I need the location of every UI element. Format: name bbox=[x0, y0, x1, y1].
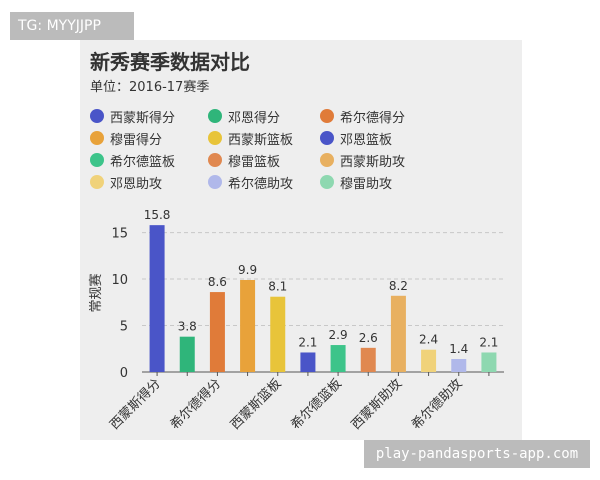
data-label: 1.4 bbox=[449, 342, 468, 356]
x-tick-label: 西蒙斯篮板 bbox=[228, 376, 285, 433]
x-tick-label: 西蒙斯助攻 bbox=[349, 376, 406, 433]
legend-swatch bbox=[208, 153, 222, 167]
legend-label: 穆雷得分 bbox=[110, 132, 163, 148]
legend-item: 西蒙斯助攻 bbox=[320, 150, 405, 170]
data-label: 3.8 bbox=[178, 320, 197, 334]
data-label: 2.6 bbox=[359, 331, 378, 345]
chart-legend: 西蒙斯得分 邓恩得分 希尔德得分穆雷得分 西蒙斯篮板 邓恩篮板希尔德篮板 穆雷篮板 西蒙斯助… bbox=[90, 106, 420, 192]
legend-label: 邓恩助攻 bbox=[110, 176, 163, 192]
legend-label: 邓恩篮板 bbox=[340, 132, 393, 148]
bar bbox=[451, 358, 467, 372]
legend-item: 穆雷助攻 bbox=[320, 172, 392, 192]
data-label: 2.1 bbox=[298, 335, 317, 349]
data-label: 2.9 bbox=[329, 328, 348, 342]
legend-swatch bbox=[208, 109, 222, 123]
y-tick-label: 0 bbox=[120, 366, 128, 381]
bar bbox=[209, 292, 225, 372]
bar bbox=[330, 345, 346, 372]
legend-label: 希尔德得分 bbox=[340, 110, 406, 126]
bar bbox=[240, 279, 256, 372]
y-tick-label: 10 bbox=[111, 273, 128, 288]
legend-label: 邓恩得分 bbox=[228, 110, 281, 126]
data-label: 8.6 bbox=[208, 275, 227, 289]
legend-item: 西蒙斯得分 bbox=[90, 106, 175, 126]
legend-label: 穆雷篮板 bbox=[228, 154, 281, 170]
watermark-top: TG: MYYJJPP bbox=[10, 12, 134, 40]
x-tick-label: 希尔德得分 bbox=[167, 376, 224, 433]
chart-subtitle: 单位：2016-17赛季 bbox=[90, 80, 210, 95]
legend-swatch bbox=[90, 153, 104, 167]
bar bbox=[179, 336, 195, 372]
legend-item: 穆雷篮板 bbox=[208, 150, 280, 170]
x-tick-label: 西蒙斯得分 bbox=[107, 376, 164, 433]
legend-swatch bbox=[320, 153, 334, 167]
bar bbox=[270, 296, 286, 372]
legend-swatch bbox=[90, 131, 104, 145]
bar bbox=[300, 352, 316, 372]
bar-chart: 0 5 10 15 常规赛 15.8 3.8 8.6 9.9 8.1 2.1 2.9 2.6 8.2 2.4… bbox=[88, 208, 504, 433]
data-label: 9.9 bbox=[238, 263, 257, 277]
bar bbox=[421, 349, 437, 372]
data-label: 8.1 bbox=[268, 280, 287, 294]
x-tick-label: 希尔德助攻 bbox=[409, 376, 466, 433]
y-tick-label: 15 bbox=[111, 227, 128, 242]
data-label: 15.8 bbox=[144, 208, 171, 222]
legend-label: 希尔德助攻 bbox=[228, 176, 294, 192]
legend-item: 穆雷得分 bbox=[90, 128, 162, 148]
data-label: 8.2 bbox=[389, 279, 408, 293]
legend-item: 希尔德助攻 bbox=[208, 172, 293, 192]
chart-title: 新秀赛季数据对比 bbox=[90, 50, 250, 74]
legend-item: 西蒙斯篮板 bbox=[208, 128, 293, 148]
legend-item: 邓恩篮板 bbox=[320, 128, 392, 148]
legend-item: 邓恩助攻 bbox=[90, 172, 162, 192]
legend-swatch bbox=[208, 131, 222, 145]
legend-swatch bbox=[90, 175, 104, 189]
legend-label: 西蒙斯得分 bbox=[110, 110, 176, 126]
legend-swatch bbox=[320, 131, 334, 145]
bar bbox=[149, 225, 165, 372]
legend-label: 西蒙斯篮板 bbox=[228, 132, 294, 148]
bar bbox=[390, 295, 406, 372]
legend-swatch bbox=[90, 109, 104, 123]
legend-swatch bbox=[320, 175, 334, 189]
chart-panel: 新秀赛季数据对比 单位：2016-17赛季 西蒙斯得分 邓恩得分 希尔德得分 穆雷得分… bbox=[80, 40, 522, 440]
bar bbox=[481, 352, 497, 372]
y-tick-label: 5 bbox=[120, 320, 128, 335]
bar bbox=[360, 347, 376, 372]
legend-label: 穆雷助攻 bbox=[340, 176, 393, 192]
legend-item: 希尔德篮板 bbox=[90, 150, 175, 170]
legend-item: 希尔德得分 bbox=[320, 106, 405, 126]
legend-label: 希尔德篮板 bbox=[110, 154, 176, 170]
x-tick-label: 希尔德篮板 bbox=[288, 376, 345, 433]
y-axis-label: 常规赛 bbox=[88, 273, 104, 312]
watermark-bottom: play-pandasports-app.com bbox=[364, 440, 590, 468]
data-label: 2.1 bbox=[479, 335, 498, 349]
legend-swatch bbox=[320, 109, 334, 123]
legend-item: 邓恩得分 bbox=[208, 106, 280, 126]
data-label: 2.4 bbox=[419, 333, 438, 347]
legend-label: 西蒙斯助攻 bbox=[340, 154, 406, 170]
legend-swatch bbox=[208, 175, 222, 189]
